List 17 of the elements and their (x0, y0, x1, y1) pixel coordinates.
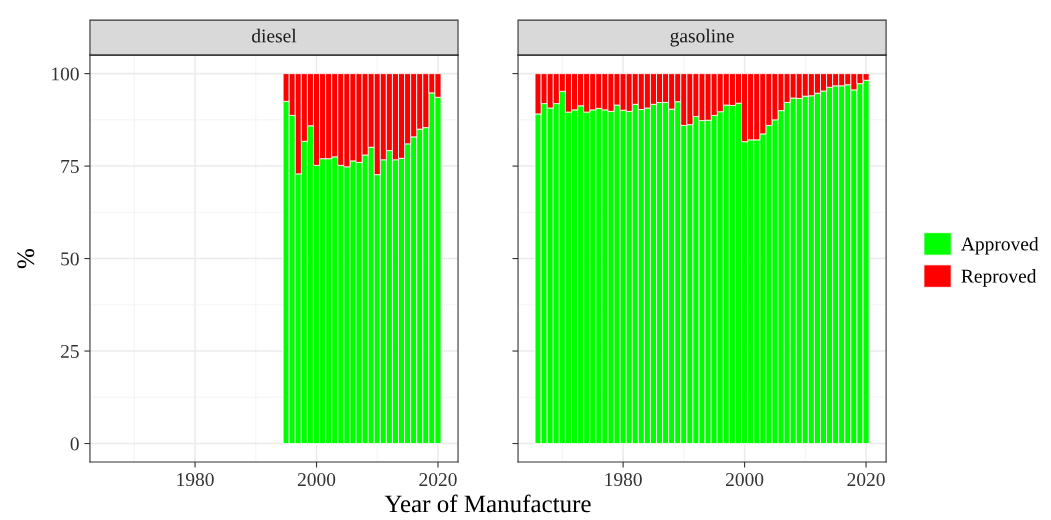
x-tick-label: 2000 (725, 473, 764, 487)
x-tick-label: 2020 (847, 473, 885, 487)
legend-label: Reproved (961, 269, 1037, 287)
legend-label: Approved (961, 236, 1039, 255)
y-tick-label: 75 (61, 160, 79, 174)
y-axis-title: % (17, 249, 35, 269)
x-tick-label: 2020 (419, 473, 457, 487)
x-axis-title: Year of Manufacture (384, 494, 591, 513)
y-tick-label: 100 (52, 67, 79, 81)
chart-title: diesel (252, 28, 297, 43)
y-tick-label: 50 (61, 252, 79, 266)
y-tick-label: 0 (70, 437, 79, 451)
x-tick-label: 1980 (605, 473, 642, 487)
y-tick-label: 25 (60, 344, 79, 358)
x-tick-label: 1980 (177, 473, 214, 487)
chart-title: gasoline (670, 28, 734, 47)
x-tick-label: 2000 (297, 473, 336, 487)
